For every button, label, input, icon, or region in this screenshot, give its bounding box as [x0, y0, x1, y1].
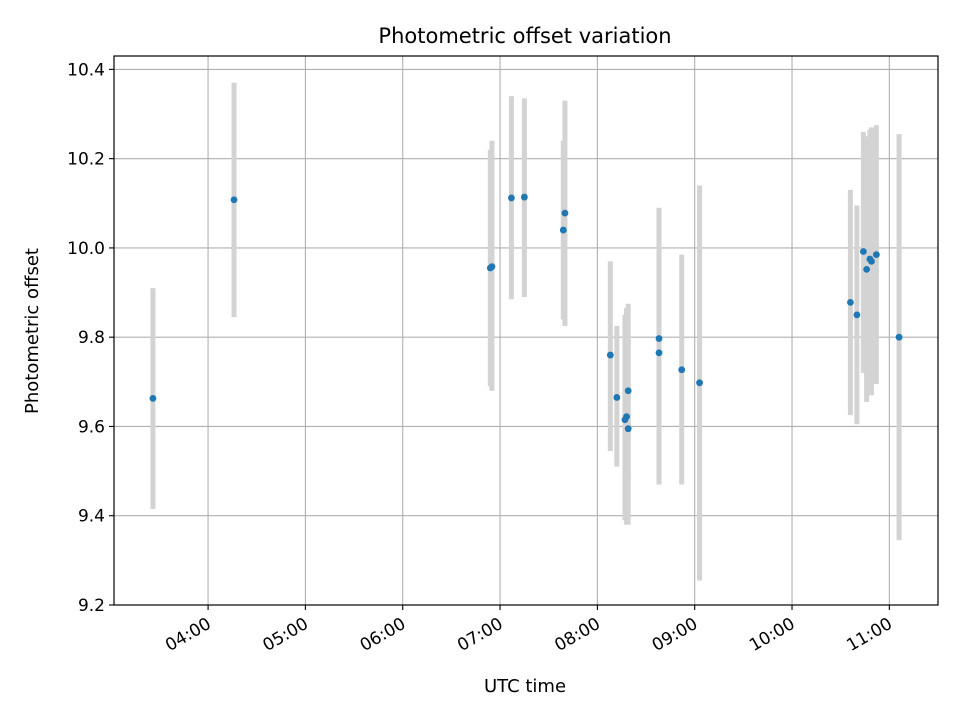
- data-point: [868, 257, 875, 265]
- data-point: [149, 394, 157, 402]
- data-point: [606, 351, 614, 359]
- data-point: [655, 349, 663, 357]
- y-axis-label: Photometric offset: [22, 248, 43, 414]
- plot-frame: [113, 55, 939, 606]
- data-points: [149, 193, 903, 433]
- data-point: [696, 379, 703, 387]
- chart-title: Photometric offset variation: [378, 24, 671, 48]
- data-point: [624, 387, 632, 395]
- y-tick-label: 10.0: [67, 239, 105, 259]
- data-point: [678, 366, 686, 374]
- data-point: [559, 226, 567, 234]
- data-point: [623, 413, 630, 421]
- data-point: [613, 394, 621, 401]
- data-point: [508, 194, 515, 202]
- y-tick-label: 9.8: [78, 328, 105, 348]
- y-tick-label: 10.4: [67, 60, 105, 80]
- y-tick-label: 9.6: [78, 417, 105, 437]
- data-point: [488, 263, 496, 271]
- data-point: [624, 425, 632, 433]
- x-axis-label: UTC time: [484, 676, 566, 697]
- data-point: [859, 248, 867, 255]
- data-point: [230, 196, 238, 204]
- data-point: [847, 298, 854, 306]
- y-tick-label: 9.2: [78, 596, 105, 616]
- y-tick-label: 9.4: [78, 507, 105, 527]
- data-point: [561, 209, 569, 217]
- y-tick-label: 10.2: [67, 150, 105, 170]
- data-point: [872, 251, 880, 259]
- data-point: [853, 311, 861, 319]
- data-point: [520, 193, 528, 201]
- data-point: [895, 333, 903, 341]
- data-point: [655, 335, 663, 342]
- data-point: [863, 265, 871, 273]
